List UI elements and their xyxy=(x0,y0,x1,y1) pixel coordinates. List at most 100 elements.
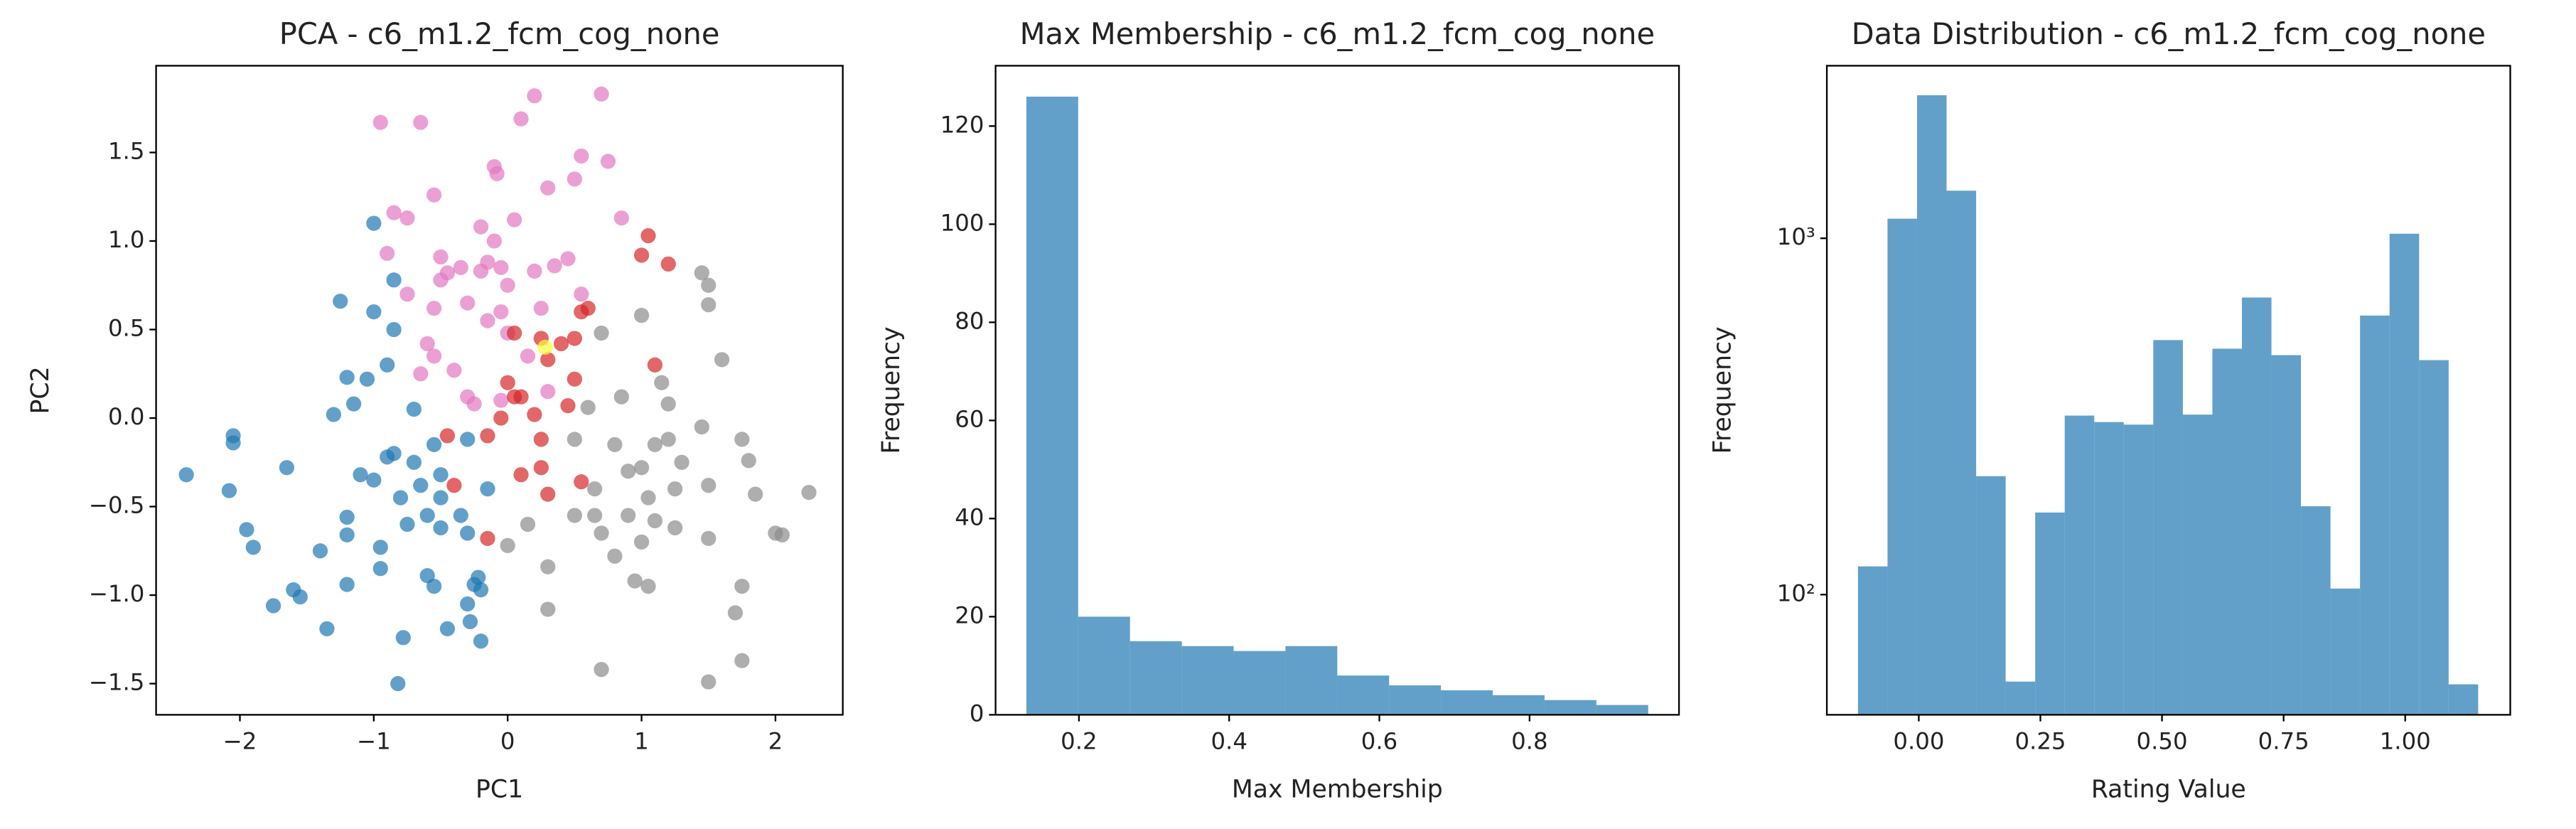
point xyxy=(694,419,709,435)
bar xyxy=(1389,685,1442,715)
bar xyxy=(1946,191,1977,715)
point xyxy=(372,114,388,130)
point xyxy=(600,154,616,169)
point xyxy=(734,578,750,594)
point xyxy=(392,490,409,506)
bar xyxy=(2301,506,2331,715)
y-axis-label: PC2 xyxy=(26,366,55,414)
point xyxy=(480,255,495,270)
point xyxy=(727,605,744,621)
point xyxy=(419,508,435,523)
bar xyxy=(2330,588,2361,715)
bar xyxy=(1596,705,1648,715)
point xyxy=(460,295,476,311)
bar xyxy=(2448,684,2479,715)
point xyxy=(540,559,556,574)
point xyxy=(339,370,355,385)
point xyxy=(413,114,429,130)
x-tick-label: 0.6 xyxy=(1361,728,1397,755)
point xyxy=(426,348,442,364)
point xyxy=(741,453,756,469)
point xyxy=(446,363,462,378)
point xyxy=(386,321,402,338)
point xyxy=(366,215,382,231)
point xyxy=(366,472,382,488)
y-tick-label: 60 xyxy=(955,405,984,432)
bar xyxy=(1441,690,1493,715)
point xyxy=(587,508,603,523)
axes-frame xyxy=(1825,65,2511,716)
point xyxy=(473,582,489,598)
point xyxy=(406,401,422,417)
x-tick-label: 1 xyxy=(634,728,649,755)
point xyxy=(560,251,576,267)
point xyxy=(660,396,676,412)
point xyxy=(506,212,522,228)
point xyxy=(513,389,529,405)
point xyxy=(594,325,609,341)
y-tick-label: 40 xyxy=(955,503,984,530)
point xyxy=(480,313,495,328)
point xyxy=(245,540,261,555)
point xyxy=(527,88,542,104)
x-tick-label: 1.00 xyxy=(2380,728,2431,755)
point xyxy=(339,509,355,525)
point xyxy=(567,432,583,447)
point xyxy=(627,573,643,589)
point xyxy=(547,258,562,274)
point xyxy=(540,384,556,400)
x-axis-label: Rating Value xyxy=(2091,776,2246,804)
point xyxy=(426,437,442,452)
point xyxy=(390,675,406,692)
point xyxy=(339,577,355,592)
point xyxy=(312,543,328,559)
point xyxy=(513,467,529,483)
y-tick-label: 20 xyxy=(955,601,984,629)
point xyxy=(345,396,362,412)
point xyxy=(553,336,569,352)
bar xyxy=(2005,681,2036,715)
y-tick-label: −0.5 xyxy=(89,492,145,519)
point xyxy=(480,481,495,497)
bar xyxy=(1857,566,1888,715)
point xyxy=(326,407,341,422)
bar xyxy=(2271,355,2302,715)
point xyxy=(178,467,194,483)
point xyxy=(453,260,468,275)
point xyxy=(473,633,489,649)
y-tick-label: 0.0 xyxy=(108,403,144,430)
point xyxy=(480,428,495,444)
point xyxy=(333,294,348,309)
point xyxy=(460,525,476,541)
x-tick-label: 0.50 xyxy=(2137,728,2188,755)
point xyxy=(647,513,663,529)
point xyxy=(633,307,650,323)
x-tick-label: 0.75 xyxy=(2258,728,2309,755)
point xyxy=(380,357,395,373)
point xyxy=(660,432,676,447)
point xyxy=(395,630,411,646)
point xyxy=(433,490,449,506)
point xyxy=(574,474,589,490)
chart-title: Max Membership - c6_m1.2_fcm_cog_none xyxy=(1020,16,1655,51)
bar xyxy=(2064,415,2095,715)
bar xyxy=(1181,646,1234,715)
point xyxy=(413,366,429,382)
point xyxy=(774,527,790,542)
point xyxy=(748,486,763,502)
point xyxy=(540,486,556,502)
point xyxy=(480,530,495,546)
point xyxy=(221,483,237,498)
chart-title: Data Distribution - c6_m1.2_fcm_cog_none xyxy=(1852,16,2486,51)
point xyxy=(607,548,623,564)
point xyxy=(640,578,656,594)
point xyxy=(621,508,636,523)
point xyxy=(453,508,468,523)
point xyxy=(533,460,549,476)
point xyxy=(372,561,388,577)
point xyxy=(500,537,515,553)
y-tick-label: 1.5 xyxy=(108,137,144,164)
point xyxy=(279,460,295,476)
point xyxy=(493,260,509,275)
